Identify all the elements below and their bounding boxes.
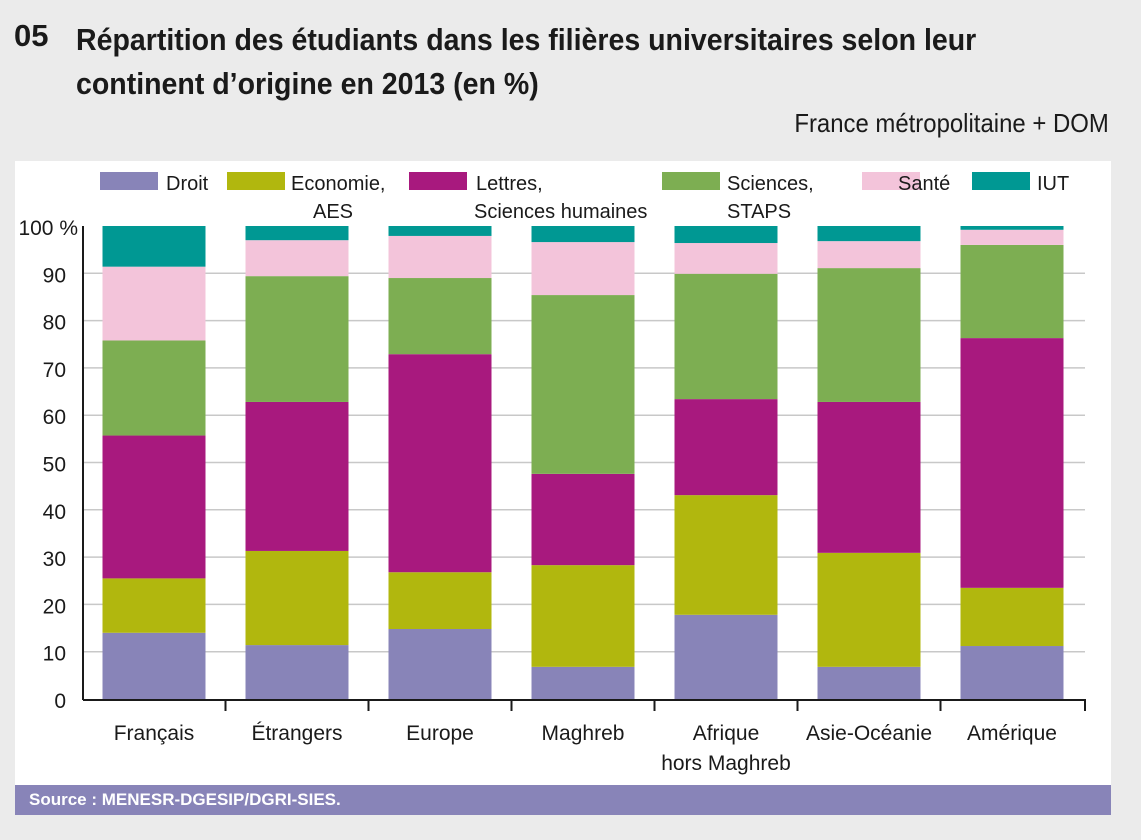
bar-segment (817, 552, 921, 667)
bar-segment (531, 295, 635, 474)
legend-swatch (662, 172, 720, 190)
bar-segment (245, 226, 349, 241)
legend-swatch (862, 172, 920, 190)
source-note: Source : MENESR-DGESIP/DGRI-SIES. (15, 785, 1111, 815)
y-tick-label: 30 (43, 548, 66, 571)
bar-segment (817, 401, 921, 553)
y-tick-label: 40 (43, 501, 66, 524)
bar-segment (245, 550, 349, 646)
figure-number: 05 (14, 18, 49, 53)
bar-segment (674, 614, 778, 699)
x-tick-label: hors Maghreb (661, 752, 791, 775)
bar-segment (531, 666, 635, 699)
legend-label: AES (313, 201, 353, 223)
bar-segment (960, 646, 1064, 699)
bar-segment (960, 226, 1064, 230)
bar-segment (674, 273, 778, 400)
bar-segment (388, 628, 492, 699)
bar-segment (817, 226, 921, 242)
bar-segment (960, 338, 1064, 588)
bar-segment (960, 244, 1064, 339)
bar-segment (817, 241, 921, 269)
bar-segment (102, 226, 206, 267)
bar-segment (102, 435, 206, 579)
y-tick-label: 0 (54, 690, 66, 713)
y-tick-label: 20 (43, 595, 66, 618)
legend-label: Economie, (291, 173, 386, 195)
y-tick-label: 50 (43, 454, 66, 477)
bar-segment (960, 587, 1064, 647)
bar-segment (102, 340, 206, 436)
page-title: Répartition des étudiants dans les filiè… (76, 22, 977, 101)
x-tick-label: Français (114, 722, 195, 745)
y-tick-label: 100 % (18, 217, 78, 240)
bar-segment (674, 399, 778, 496)
bar-segment (531, 565, 635, 667)
legend-swatch (409, 172, 467, 190)
bar-segment (817, 666, 921, 699)
bar-segment (245, 240, 349, 277)
bar-segment (245, 401, 349, 551)
bar-segment (388, 226, 492, 236)
bar-segment (388, 278, 492, 355)
legend-label: IUT (1037, 173, 1069, 195)
x-tick-label: Asie-Océanie (806, 722, 932, 745)
bar-segment (388, 572, 492, 629)
bar-segment (388, 235, 492, 279)
legend-swatch (100, 172, 158, 190)
bar-segment (817, 268, 921, 402)
legend-label: Droit (166, 173, 209, 195)
y-tick-label: 80 (43, 312, 66, 335)
legend-label: Lettres, (476, 173, 543, 195)
x-tick-label: Amérique (967, 722, 1057, 745)
bar-segment (674, 243, 778, 274)
bar-segment (674, 226, 778, 244)
bar-segment (102, 578, 206, 633)
bar-segment (388, 354, 492, 573)
y-tick-label: 90 (43, 264, 66, 287)
legend-swatch (227, 172, 285, 190)
x-tick-label: Maghreb (542, 722, 625, 745)
legend-label: Sciences humaines (474, 201, 647, 223)
bar-segment (245, 276, 349, 402)
legend-label: Santé (898, 173, 950, 195)
x-tick-label: Étrangers (251, 722, 342, 745)
x-tick-label: Afrique (693, 722, 760, 745)
legend-label: STAPS (727, 201, 791, 223)
bar-segment (531, 473, 635, 566)
legend-label: Sciences, (727, 173, 814, 195)
bar-segment (102, 632, 206, 699)
subtitle: France métropolitaine + DOM (794, 108, 1109, 138)
x-tick-label: Europe (406, 722, 474, 745)
y-tick-label: 60 (43, 406, 66, 429)
y-tick-label: 70 (43, 359, 66, 382)
bar-segment (960, 229, 1064, 245)
bar-segment (531, 242, 635, 296)
bar-segment (102, 266, 206, 341)
bar-segment (245, 645, 349, 699)
legend-swatch (972, 172, 1030, 190)
bar-segment (531, 226, 635, 243)
y-tick-label: 10 (43, 643, 66, 666)
bar-segment (674, 495, 778, 615)
